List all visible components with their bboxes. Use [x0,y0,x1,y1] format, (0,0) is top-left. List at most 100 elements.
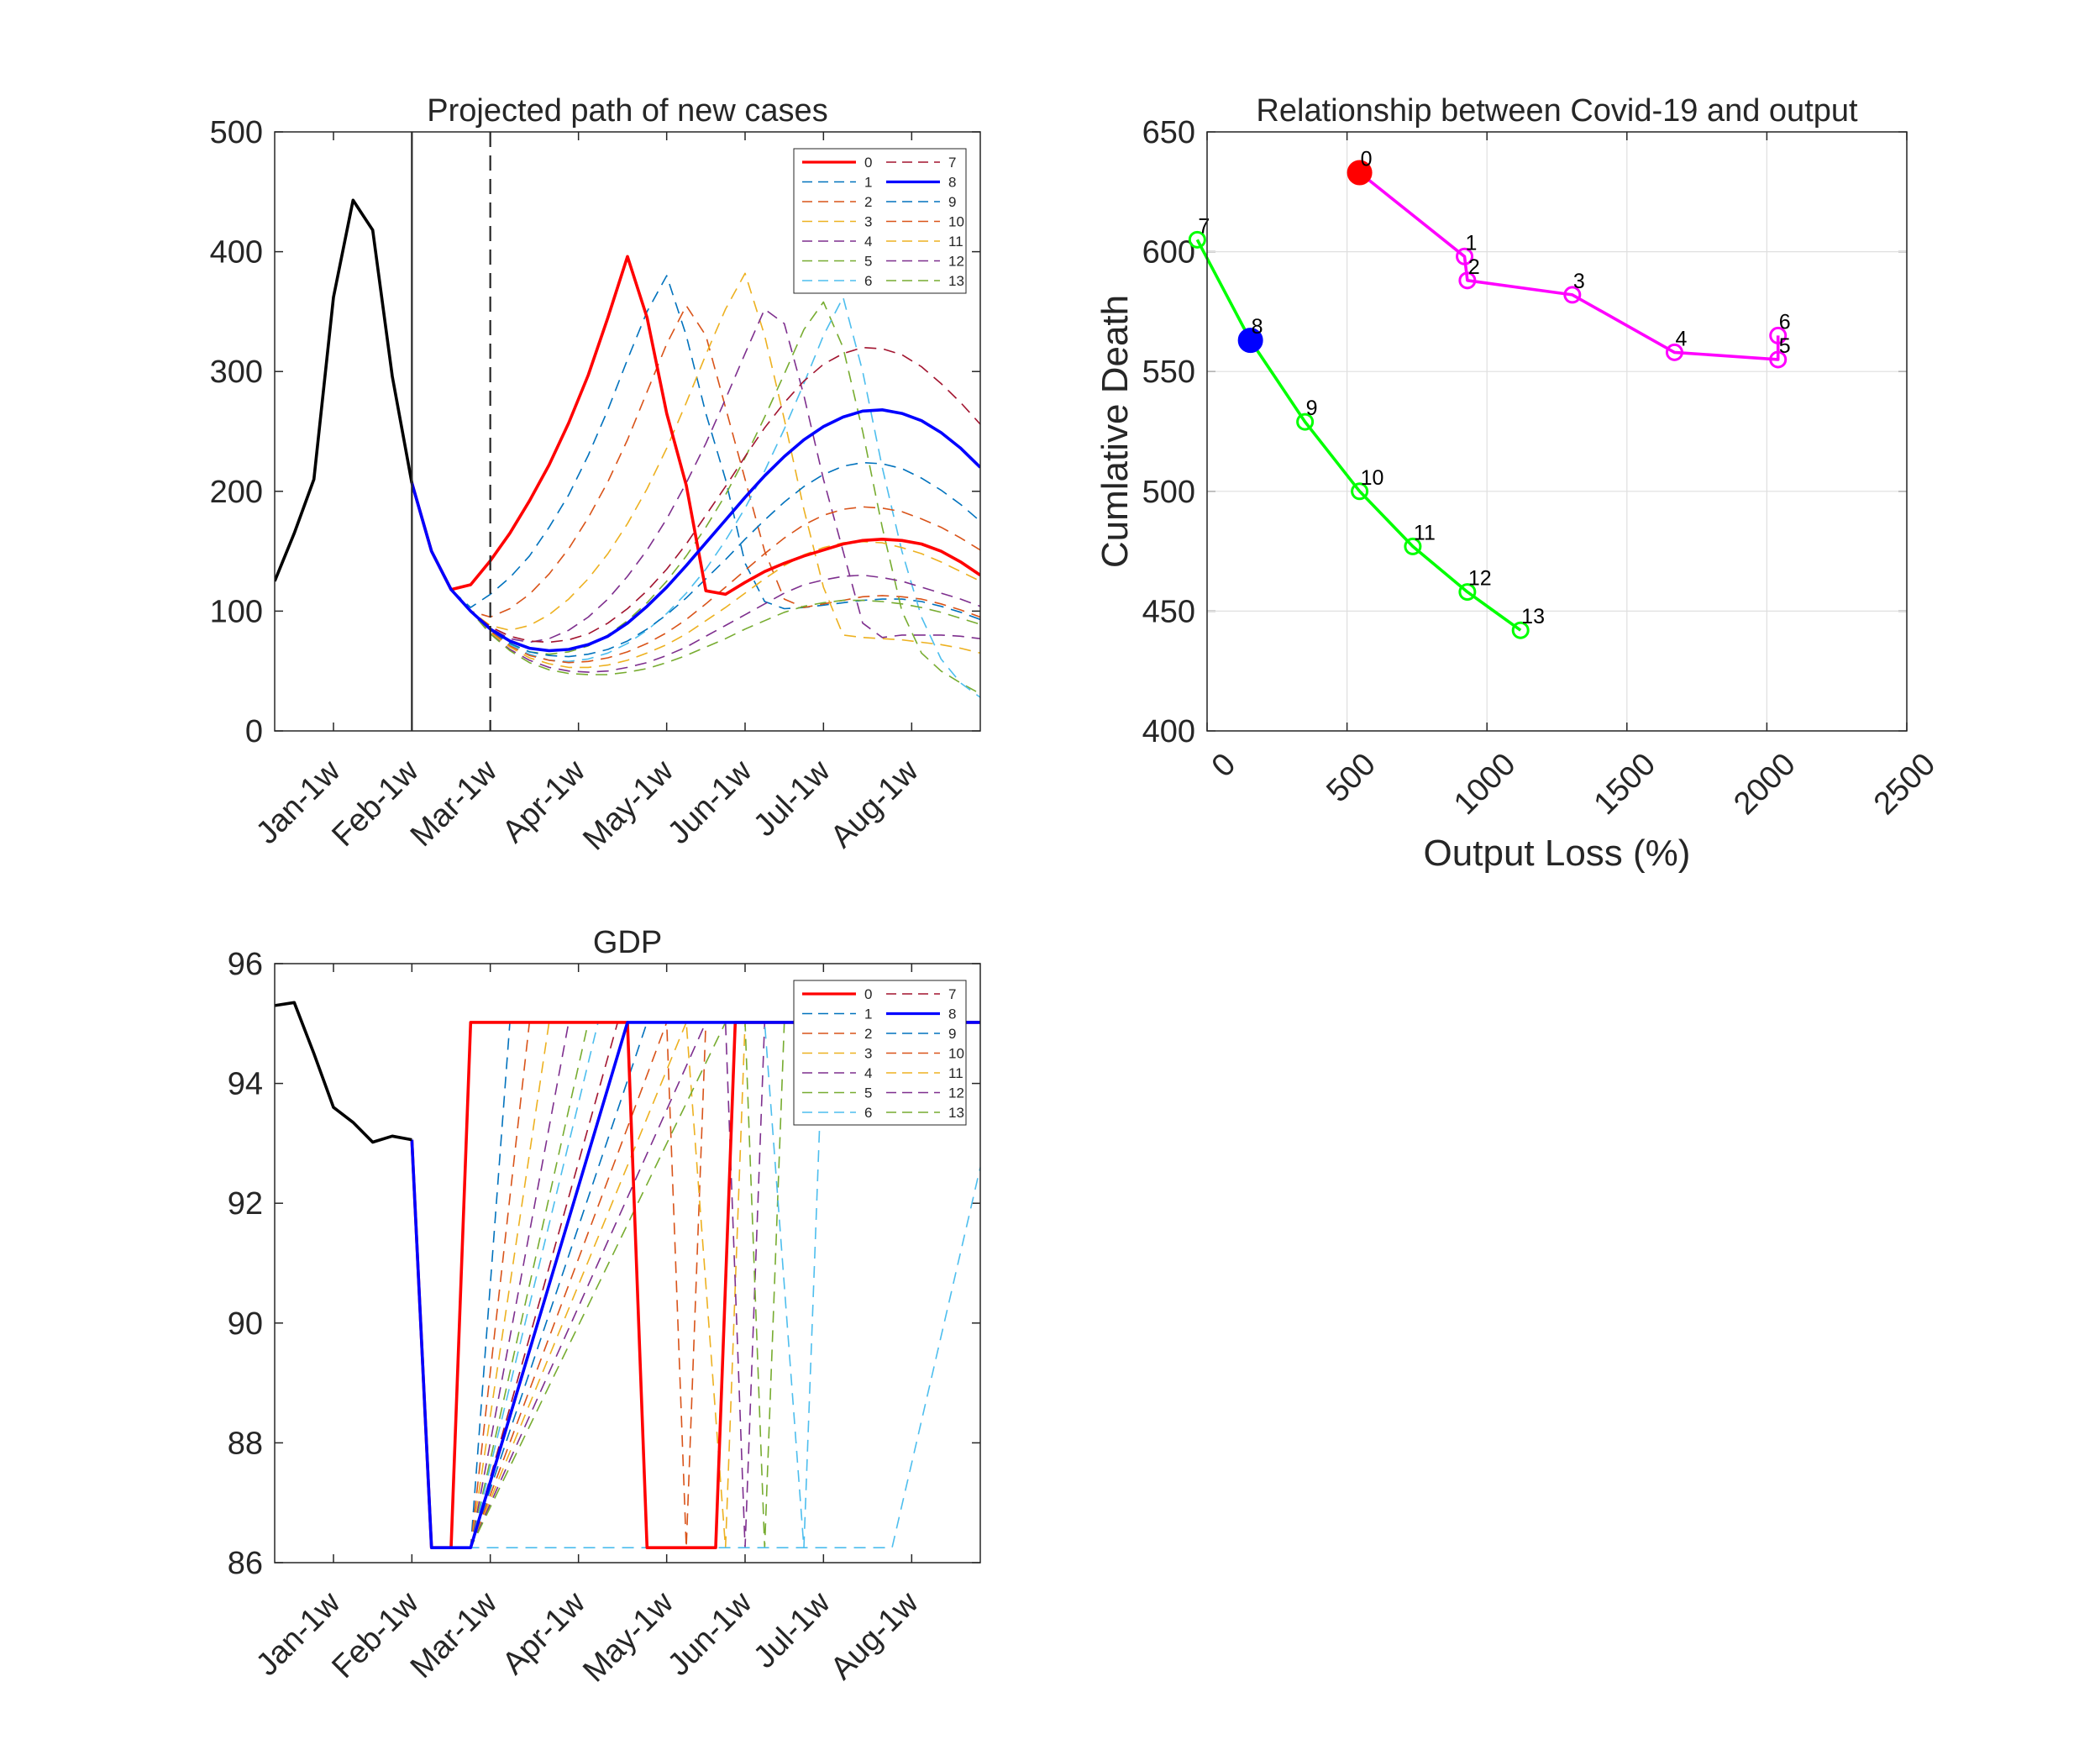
point-marker-2 [1458,271,1477,290]
point-label-3: 3 [1573,270,1585,293]
y-tick-label: 400 [1142,714,1195,749]
y-tick-label: 92 [228,1186,263,1222]
y-tick-label: 650 [1142,115,1195,150]
series-group [275,132,980,731]
legend-label-9: 9 [948,194,956,210]
y-tick-label: 88 [228,1426,263,1461]
legend-label-5: 5 [864,254,872,270]
chart-title: Projected path of new cases [427,93,827,129]
point-marker-4 [1665,343,1683,361]
y-tick-label: 86 [228,1546,263,1581]
y-tick-label: 500 [1142,475,1195,510]
legend-label-1: 1 [864,175,872,191]
scatter-chart: Relationship between Covid-19 and output… [1095,93,1942,874]
point-marker-6 [1769,326,1788,344]
legend-label-2: 2 [864,194,872,210]
axes-border [274,131,981,732]
y-tick-label: 450 [1142,594,1195,629]
y-tick-label: 96 [228,947,263,982]
point-label-2: 2 [1468,255,1480,279]
y-tick-label: 200 [210,475,263,510]
point-marker-7 [1188,230,1206,249]
y-tick-label: 0 [245,714,263,749]
point-label-7: 7 [1198,214,1210,238]
series-group [275,1001,980,1549]
legend-label-2: 2 [864,1026,872,1042]
point-label-5: 5 [1779,334,1791,358]
legend-label-0: 0 [864,155,872,171]
series-line-12 [411,482,980,673]
y-tick-label: 550 [1142,355,1195,390]
legend-label-6: 6 [864,1105,872,1121]
legend-label-11: 11 [948,234,963,250]
legend-label-4: 4 [864,234,872,250]
point-label-13: 13 [1521,605,1545,628]
highlight-marker-8 [1237,328,1263,354]
point-label-0: 0 [1361,147,1373,171]
point-label-11: 11 [1414,521,1436,544]
legend-label-1: 1 [864,1006,872,1022]
y-tick-label: 600 [1142,235,1195,271]
legend-label-10: 10 [948,214,964,230]
legend-label-12: 12 [948,254,964,270]
legend-label-7: 7 [948,986,956,1002]
series-line-8 [410,1021,980,1549]
series-line-13 [411,482,980,675]
series-line-4 [411,308,980,644]
point-label-4: 4 [1675,327,1687,350]
legend-label-11: 11 [948,1065,963,1081]
point-marker-5 [1769,350,1788,369]
legend-label-9: 9 [948,1026,956,1042]
legend-label-13: 13 [948,273,964,289]
series-line-6 [411,297,980,698]
axes-border [274,963,981,1563]
axes-border [1206,131,1908,732]
point-marker-1 [1456,247,1474,265]
series-line-9 [411,461,980,658]
legend-label-5: 5 [864,1085,872,1101]
point-label-9: 9 [1306,397,1318,420]
series-line-3 [411,272,980,654]
y-tick-label: 400 [210,235,263,271]
legend-label-10: 10 [948,1046,964,1062]
series-line-8 [410,408,980,653]
y-axis-label: Cumlative Death [1095,295,1136,568]
legend-label-3: 3 [864,1046,872,1062]
series-line-1 [411,275,980,621]
point-label-8: 8 [1252,315,1263,339]
series-line-magenta [1358,171,1780,361]
legend-label-4: 4 [864,1065,872,1081]
series-line-2 [411,305,980,618]
highlight-marker-0 [1347,160,1373,186]
legend-label-6: 6 [864,273,872,289]
point-marker-10 [1351,482,1369,501]
plot-area [1207,132,1907,731]
point-marker-3 [1563,286,1582,304]
y-tick-label: 100 [210,594,263,629]
history-line [275,198,414,582]
legend-label-13: 13 [948,1105,964,1121]
series-line-10 [411,482,980,664]
history-line [275,1001,412,1144]
chart-title: GDP [593,925,662,960]
legend-label-3: 3 [864,214,872,230]
legend-label-0: 0 [864,986,872,1002]
point-label-12: 12 [1468,567,1492,591]
x-axis-label: Output Loss (%) [1424,833,1691,874]
y-tick-label: 94 [228,1067,263,1102]
series-line-11 [411,482,980,669]
legend-label-7: 7 [948,155,956,171]
series-line-0 [410,255,980,596]
point-label-10: 10 [1361,466,1384,490]
y-tick-label: 90 [228,1306,263,1342]
y-tick-label: 500 [210,115,263,150]
point-marker-11 [1404,537,1422,555]
series-line-7 [411,346,980,644]
chart-title: Relationship between Covid-19 and output [1256,93,1858,129]
y-tick-label: 300 [210,355,263,390]
legend-label-8: 8 [948,175,956,191]
point-marker-12 [1458,583,1477,602]
